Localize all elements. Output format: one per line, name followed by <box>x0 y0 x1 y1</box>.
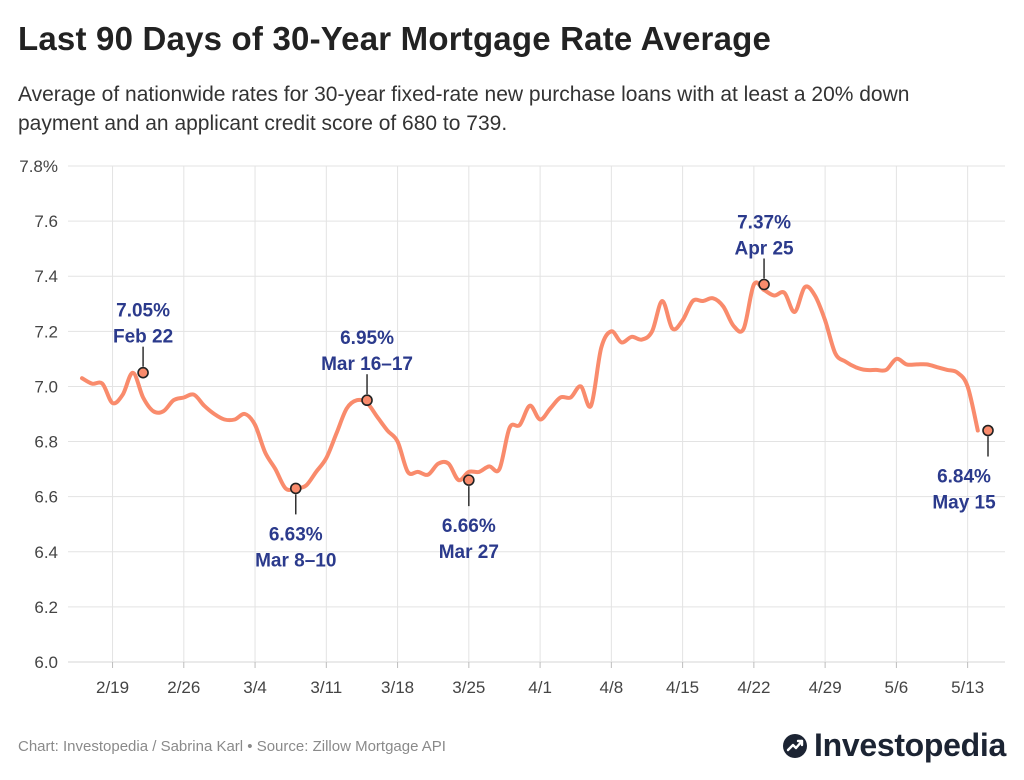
y-tick-label: 6.2 <box>34 598 58 617</box>
annotation-value-label: 6.84% <box>937 467 991 488</box>
x-tick-label: 5/13 <box>951 678 984 697</box>
brand-logo: Investopedia <box>782 727 1006 764</box>
investopedia-logo-icon <box>782 733 807 758</box>
annotation-point <box>463 474 475 486</box>
annotation-layer: 7.05% Feb 22 6.63% Mar 8–10 6.95% Mar 16–17 6.… <box>113 212 996 571</box>
y-tick-label: 6.4 <box>34 543 58 562</box>
chart-title: Last 90 Days of 30-Year Mortgage Rate Av… <box>18 20 772 57</box>
series-line-mortgage-rate <box>80 280 980 492</box>
grid-layer <box>68 165 1005 668</box>
chart-source: Chart: Investopedia / Sabrina Karl • Sou… <box>18 738 446 755</box>
annotation-point <box>137 366 149 379</box>
x-tick-label: 4/29 <box>809 678 842 697</box>
x-tick-label: 4/15 <box>666 678 699 697</box>
annotation-value-label: 6.95% <box>340 328 394 349</box>
annotation-date-label: Mar 27 <box>439 542 499 563</box>
annotation-value-label: 6.63% <box>269 524 323 545</box>
annotation-date-label: May 15 <box>932 493 996 514</box>
x-tick-label: 3/4 <box>243 678 267 697</box>
annotation-value-label: 7.05% <box>116 301 170 322</box>
x-tick-label: 2/19 <box>96 678 129 697</box>
brand-name: Investopedia <box>813 727 1006 763</box>
x-tick-label: 2/26 <box>167 678 200 697</box>
annotation-date-label: Mar 8–10 <box>255 550 336 571</box>
x-tick-label: 4/22 <box>737 678 770 697</box>
x-tick-label: 3/11 <box>310 678 342 697</box>
annotation-point <box>361 394 373 407</box>
y-tick-label: 7.8% <box>19 157 58 176</box>
x-tick-label: 3/18 <box>381 678 414 697</box>
annotation-date-label: Apr 25 <box>734 238 794 259</box>
x-tick-label: 5/6 <box>885 678 909 697</box>
y-tick-label: 7.0 <box>34 377 58 396</box>
chart-subtitle: Average of nationwide rates for 30-year … <box>18 83 910 135</box>
annotation-point <box>758 278 770 291</box>
y-tick-label: 6.0 <box>34 653 58 672</box>
annotation-value-label: 6.66% <box>442 516 496 537</box>
y-tick-label: 6.8 <box>34 433 58 452</box>
y-tick-label: 7.2 <box>34 322 58 341</box>
annotation-date-label: Feb 22 <box>113 327 173 348</box>
annotation-point <box>982 424 994 437</box>
x-tick-label: 4/8 <box>600 678 624 697</box>
y-tick-label: 6.6 <box>34 488 58 507</box>
annotation-value-label: 7.37% <box>737 212 791 233</box>
tick-layer: 6.0 6.2 6.4 6.6 6.8 7.0 7.2 7.4 7.6 7.8% 2/19 2/26 3… <box>19 157 984 697</box>
y-tick-label: 7.6 <box>34 212 58 231</box>
annotation-date-label: Mar 16–17 <box>321 354 413 375</box>
point-layer <box>137 278 994 495</box>
x-tick-label: 4/1 <box>528 678 552 697</box>
x-tick-label: 3/25 <box>452 678 485 697</box>
annotation-point <box>289 482 302 495</box>
y-tick-label: 7.4 <box>34 267 58 286</box>
